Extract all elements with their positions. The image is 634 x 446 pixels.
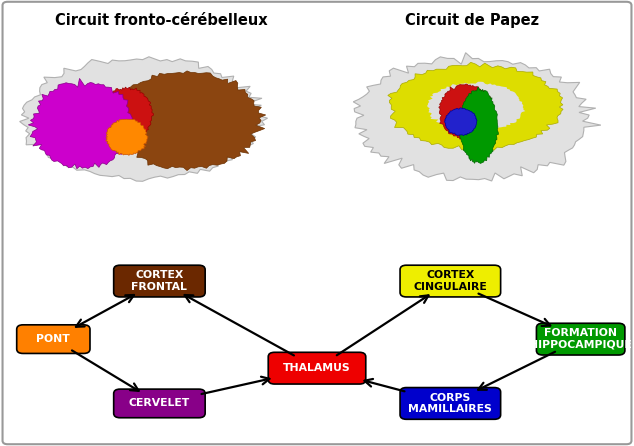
Text: Circuit de Papez: Circuit de Papez — [405, 12, 540, 28]
Text: CORTEX
CINGULAIRE: CORTEX CINGULAIRE — [413, 270, 487, 292]
PathPatch shape — [100, 87, 153, 140]
Text: CERVELET: CERVELET — [129, 398, 190, 409]
FancyBboxPatch shape — [16, 325, 90, 353]
FancyBboxPatch shape — [400, 265, 501, 297]
PathPatch shape — [444, 108, 477, 136]
PathPatch shape — [459, 87, 498, 163]
FancyBboxPatch shape — [113, 389, 205, 418]
FancyBboxPatch shape — [400, 388, 501, 419]
PathPatch shape — [29, 78, 134, 169]
PathPatch shape — [427, 82, 525, 132]
FancyBboxPatch shape — [536, 323, 625, 355]
PathPatch shape — [106, 119, 148, 155]
Text: PONT: PONT — [37, 334, 70, 344]
PathPatch shape — [353, 53, 601, 181]
FancyBboxPatch shape — [268, 352, 366, 384]
Text: Circuit fronto-cérébelleux: Circuit fronto-cérébelleux — [55, 12, 268, 28]
PathPatch shape — [20, 57, 268, 181]
PathPatch shape — [388, 62, 563, 151]
PathPatch shape — [439, 84, 493, 140]
FancyBboxPatch shape — [3, 2, 631, 444]
Text: CORTEX
FRONTAL: CORTEX FRONTAL — [131, 270, 188, 292]
Text: FORMATION
HIPPOCAMPIQUE: FORMATION HIPPOCAMPIQUE — [529, 328, 632, 350]
PathPatch shape — [109, 71, 266, 170]
Text: THALAMUS: THALAMUS — [283, 363, 351, 373]
FancyBboxPatch shape — [113, 265, 205, 297]
Text: CORPS
MAMILLAIRES: CORPS MAMILLAIRES — [408, 392, 492, 414]
